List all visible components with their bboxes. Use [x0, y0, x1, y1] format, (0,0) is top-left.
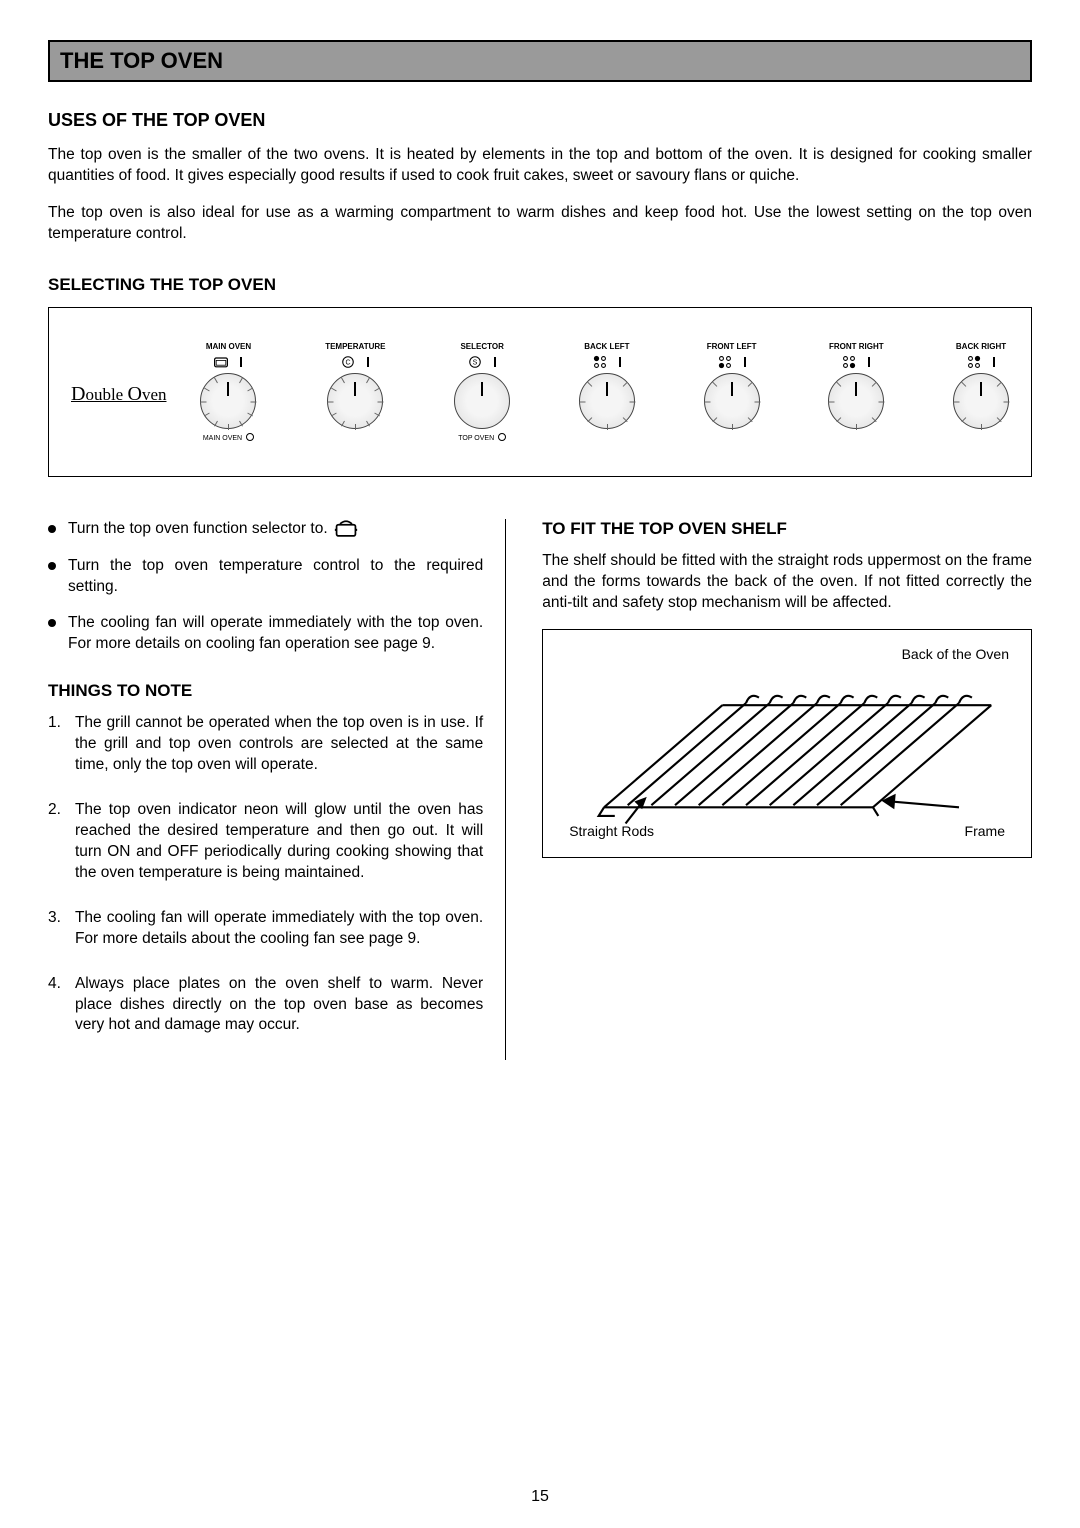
double-oven-label: Double Oven: [71, 383, 166, 406]
uses-paragraph-1: The top oven is the smaller of the two o…: [48, 145, 1032, 187]
svg-text:C: C: [346, 359, 351, 366]
control-panel-illustration: Double Oven MAIN OVEN MAIN OVEN TEMPERAT…: [48, 307, 1032, 477]
uses-paragraph-2: The top oven is also ideal for use as a …: [48, 203, 1032, 245]
page-number: 15: [531, 1488, 549, 1506]
selecting-bullet-list: Turn the top oven function selector to. …: [48, 519, 483, 656]
section-header-bar: THE TOP OVEN: [48, 40, 1032, 82]
burner-front-right-icon: [841, 355, 857, 369]
bullet-dot-icon: [48, 525, 56, 533]
note-3: 3.The cooling fan will operate immediate…: [48, 908, 483, 950]
oven-shelf-diagram: [561, 646, 1013, 829]
frame-label: Frame: [965, 823, 1005, 839]
knob-front-left: FRONT LEFT: [704, 342, 760, 429]
bullet-dot-icon: [48, 619, 56, 627]
fit-shelf-paragraph: The shelf should be fitted with the stra…: [542, 551, 1032, 614]
bullet-3-text: The cooling fan will operate immediately…: [68, 613, 483, 655]
note-4: 4.Always place plates on the oven shelf …: [48, 974, 483, 1037]
section-title: THE TOP OVEN: [60, 48, 1020, 74]
sub-caption-main: MAIN OVEN: [203, 435, 242, 442]
dial-back-left: [579, 373, 635, 429]
knob-label-front-right: FRONT RIGHT: [829, 342, 884, 351]
uses-heading: USES OF THE TOP OVEN: [48, 110, 1032, 131]
knob-back-left: BACK LEFT: [579, 342, 635, 429]
bullet-2-text: Turn the top oven temperature control to…: [68, 556, 483, 598]
burner-back-left-icon: [592, 355, 608, 369]
knob-back-right: BACK RIGHT: [953, 342, 1009, 429]
right-column: TO FIT THE TOP OVEN SHELF The shelf shou…: [536, 519, 1032, 1061]
shelf-diagram-box: Back of the Oven: [542, 629, 1032, 858]
bullet-2: Turn the top oven temperature control to…: [48, 556, 483, 598]
knob-main-oven: MAIN OVEN MAIN OVEN: [200, 342, 256, 442]
oven-icon: [213, 355, 229, 369]
burner-front-left-icon: [717, 355, 733, 369]
left-column: Turn the top oven function selector to. …: [48, 519, 506, 1061]
dial-front-left: [704, 373, 760, 429]
knob-label-selector: SELECTOR: [460, 342, 503, 351]
indicator-light-icon: [246, 433, 254, 441]
knob-temperature: TEMPERATURE C: [325, 342, 385, 429]
note-2: 2.The top oven indicator neon will glow …: [48, 800, 483, 884]
notes-heading: THINGS TO NOTE: [48, 681, 483, 701]
dial-front-right: [828, 373, 884, 429]
burner-back-right-icon: [966, 355, 982, 369]
knob-label-temperature: TEMPERATURE: [325, 342, 385, 351]
dial-temperature: [327, 373, 383, 429]
dial-selector: [454, 373, 510, 429]
dial-main-oven: [200, 373, 256, 429]
knob-front-right: FRONT RIGHT: [828, 342, 884, 429]
knob-label-back-left: BACK LEFT: [584, 342, 629, 351]
bullet-3: The cooling fan will operate immediately…: [48, 613, 483, 655]
bullet-dot-icon: [48, 562, 56, 570]
straight-rods-label: Straight Rods: [569, 823, 654, 839]
bullet-1-text: Turn the top oven function selector to.: [68, 519, 483, 540]
dial-back-right: [953, 373, 1009, 429]
knob-selector: SELECTOR S TOP OVEN: [454, 342, 510, 442]
selector-s-icon: S: [467, 355, 483, 369]
fit-shelf-heading: TO FIT THE TOP OVEN SHELF: [542, 519, 1032, 539]
note-1: 1.The grill cannot be operated when the …: [48, 713, 483, 776]
sub-caption-top: TOP OVEN: [458, 435, 494, 442]
knob-label-back-right: BACK RIGHT: [956, 342, 1006, 351]
knob-label-front-left: FRONT LEFT: [707, 342, 757, 351]
two-column-layout: Turn the top oven function selector to. …: [48, 519, 1032, 1061]
knob-label-main-oven: MAIN OVEN: [206, 342, 251, 351]
indicator-light-icon: [498, 433, 506, 441]
selecting-heading: SELECTING THE TOP OVEN: [48, 275, 1032, 295]
knobs-row: MAIN OVEN MAIN OVEN TEMPERATURE C: [200, 342, 1009, 442]
shelf-back-label: Back of the Oven: [902, 646, 1009, 662]
svg-text:S: S: [473, 359, 478, 366]
temp-c-icon: C: [340, 355, 356, 369]
top-oven-selector-icon: [334, 520, 358, 538]
notes-list: 1.The grill cannot be operated when the …: [48, 713, 483, 1036]
bullet-1: Turn the top oven function selector to.: [48, 519, 483, 540]
